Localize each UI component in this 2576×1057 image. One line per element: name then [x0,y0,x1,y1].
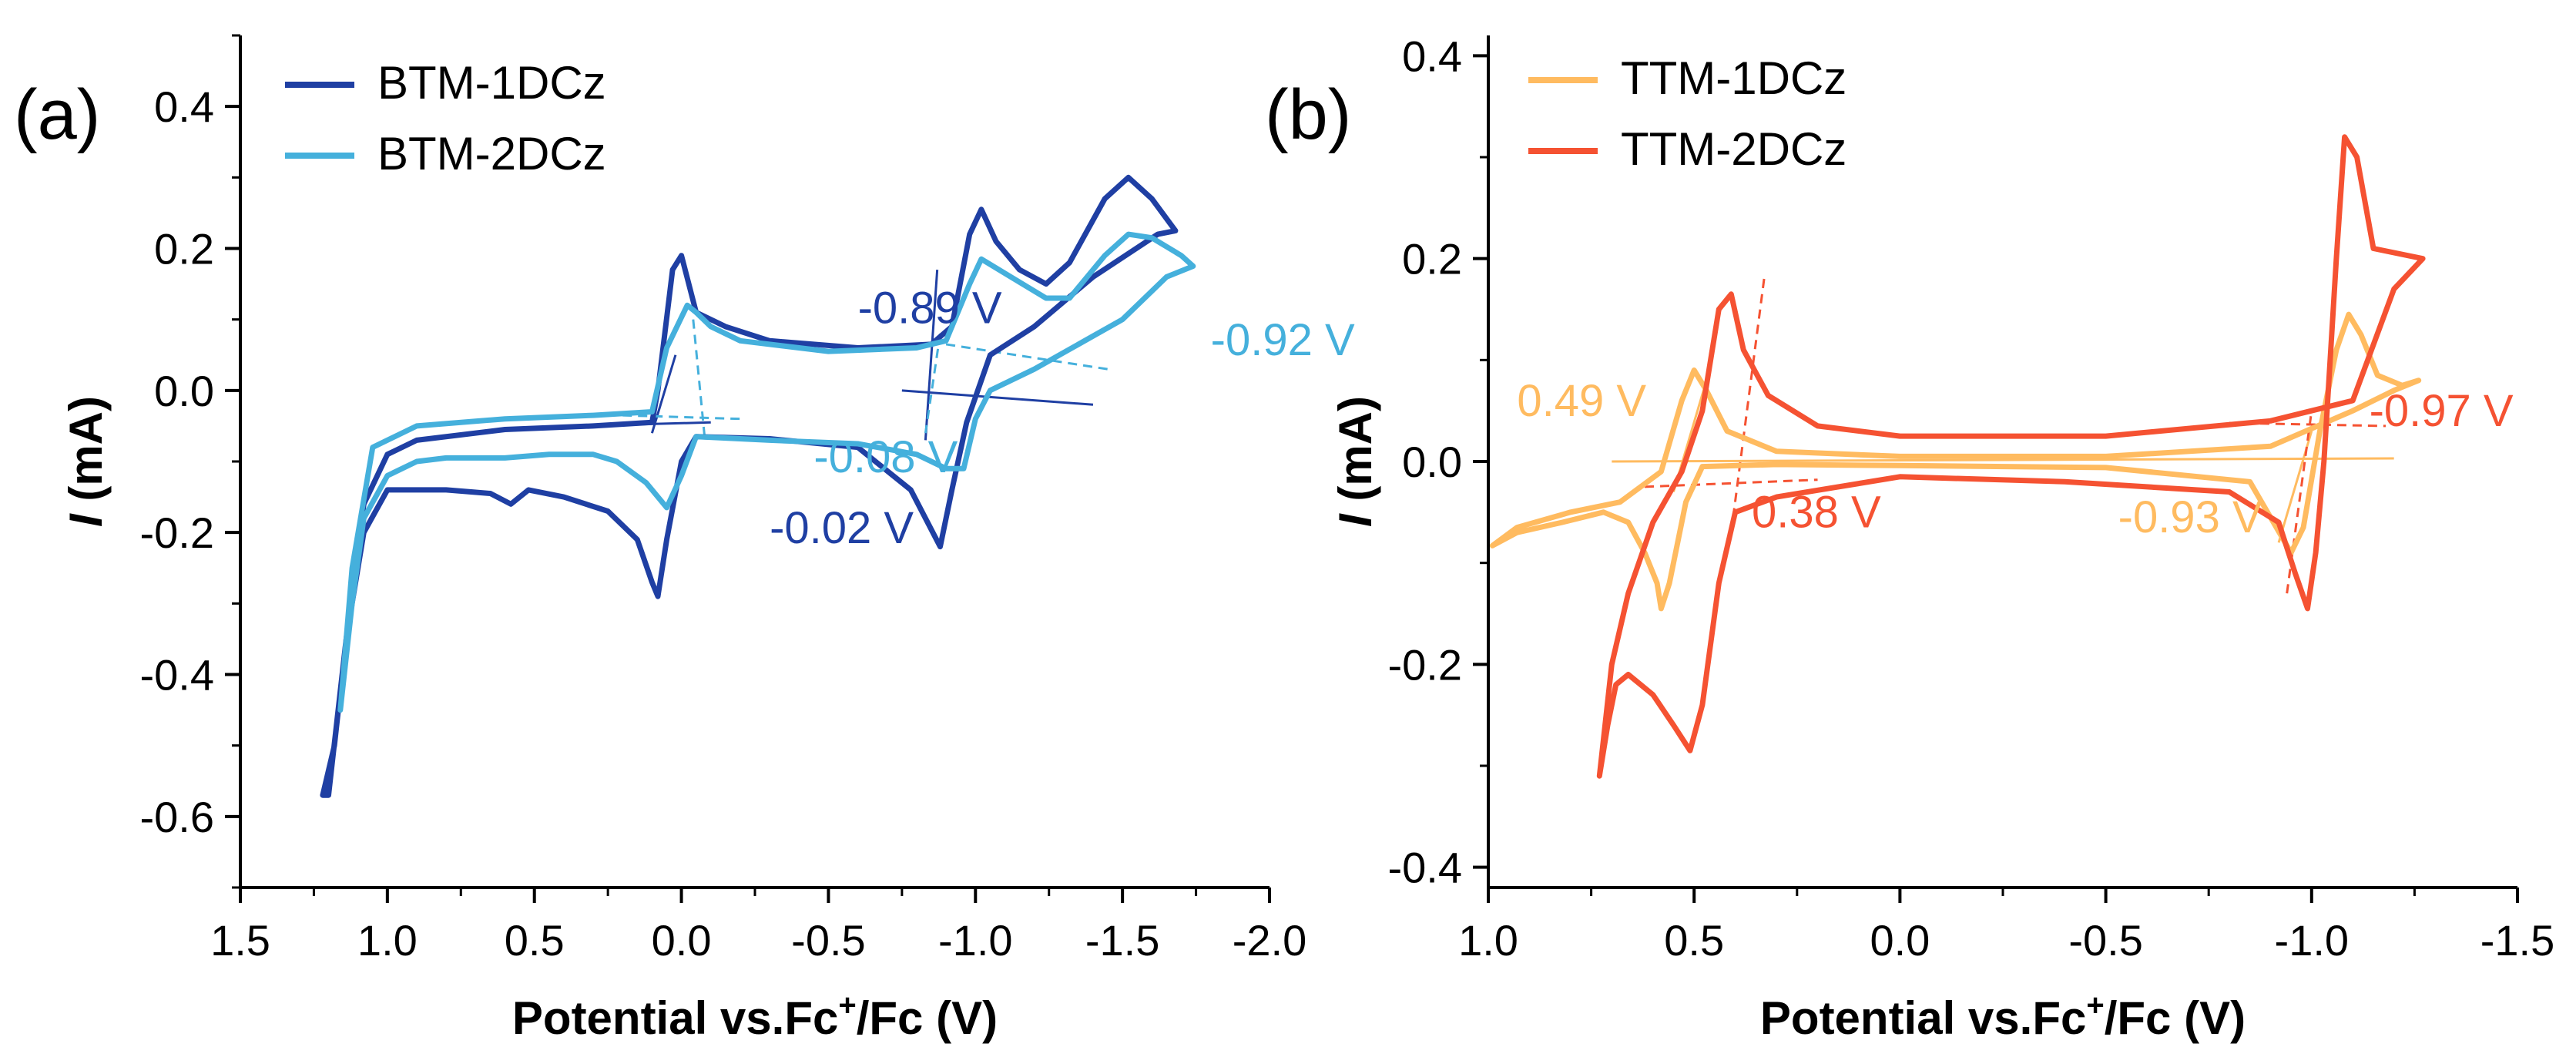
series-line-btm-2dcz [337,231,1196,713]
x-axis-label-prefix: Potential vs.Fc [1760,992,2086,1044]
x-tick-label: 0.0 [652,916,712,965]
x-axis-label-suffix: /Fc (V) [857,992,998,1044]
potential-annotation: -0.89 V [858,283,1002,333]
x-tick-label: 1.0 [1458,916,1518,965]
potential-annotation: -0.92 V [1211,315,1355,365]
legend-label: BTM-1DCz [377,57,606,109]
y-tick-label: 0.2 [1402,235,1462,284]
x-axis-label-sup: + [838,988,856,1022]
y-tick-label: 0.0 [154,367,214,415]
tangent-guide-line [1645,478,1818,488]
series-line-btm-1dcz [320,174,1179,798]
potential-annotation: -0.97 V [2370,386,2514,436]
x-tick-label: -0.5 [791,916,866,965]
y-tick-label: -0.6 [140,793,215,841]
x-tick-label: 0.5 [1664,916,1724,965]
y-axis-label-symbol: I [60,513,112,527]
y-tick-label: -0.4 [1388,844,1463,892]
tangent-guide-line [622,414,740,421]
x-axis-label-sup: + [2086,988,2104,1022]
x-tick-label: -1.0 [938,916,1013,965]
x-axis-label-suffix: /Fc (V) [2105,992,2246,1044]
y-tick-label: 0.2 [154,225,214,273]
y-tick-label: -0.2 [1388,640,1463,689]
y-axis-label-unit: (mA) [60,396,112,514]
tangent-guide-line [650,354,677,434]
x-tick-label: 0.5 [505,916,565,965]
x-axis-label: Potential vs.Fc+/Fc (V) [512,988,998,1044]
y-axis-label-unit: (mA) [1330,396,1381,514]
x-tick-label: -2.0 [1233,916,1307,965]
x-axis-label-prefix: Potential vs.Fc [512,992,838,1044]
tangent-guide-line [924,333,941,434]
y-axis-label: I (mA) [1330,396,1381,527]
potential-annotation: -0.93 V [2118,492,2262,542]
tangent-guide-line [945,343,1109,371]
y-tick-label: -0.2 [140,508,215,557]
x-axis-label: Potential vs.Fc+/Fc (V) [1760,988,2246,1044]
x-tick-label: -1.5 [2480,916,2555,965]
series-group [1489,134,2426,779]
x-tick-label: -1.0 [2275,916,2350,965]
y-tick-label: 0.4 [154,82,214,131]
potential-annotation: -0.02 V [770,503,914,553]
chart-panel-b: 1.0 0.5 0.0 -0.5 -1.0 -1.5 0.4 0.2 0.0 -0.2 -0.4 Po… [1265,32,2554,1044]
tangent-guide-line [2229,421,2386,428]
y-axis-label-symbol: I [1330,513,1381,527]
potential-annotation: 0.38 V [1752,488,1881,538]
x-tick-label: -0.5 [2068,916,2143,965]
panel-label: (b) [1265,76,1351,154]
y-axis-label: I (mA) [60,396,112,527]
guide-lines [578,270,1109,441]
x-tick-label: 0.0 [1870,916,1930,965]
tangent-guide-line [901,389,1094,406]
legend-label: BTM-2DCz [377,128,606,180]
series-line-ttm-1dcz [1489,311,2422,612]
panel-label: (a) [14,76,100,154]
potential-annotation: -0.08 V [813,432,958,482]
series-line-ttm-2dcz [1596,134,2426,779]
x-tick-label: 1.0 [357,916,418,965]
potential-annotation: 0.49 V [1517,376,1646,426]
chart-panel-a: 1.5 1.0 0.5 0.0 -0.5 -1.0 -1.5 -2.0 0.4 0.2 0.0 -0.… [14,34,1355,1044]
x-tick-label: -1.5 [1085,916,1160,965]
legend-label: TTM-2DCz [1621,123,1846,175]
tangent-guide-line [1612,457,2394,463]
x-tick-label: 1.5 [210,916,270,965]
tangent-guide-line [924,270,939,441]
series-group [320,174,1196,798]
tangent-guide-line [692,319,706,441]
legend-label: TTM-1DCz [1621,52,1846,104]
tangent-guide-line [1729,278,1766,533]
y-tick-label: 0.0 [1402,438,1462,486]
y-tick-label: -0.4 [140,651,215,700]
y-tick-label: 0.4 [1402,32,1462,80]
